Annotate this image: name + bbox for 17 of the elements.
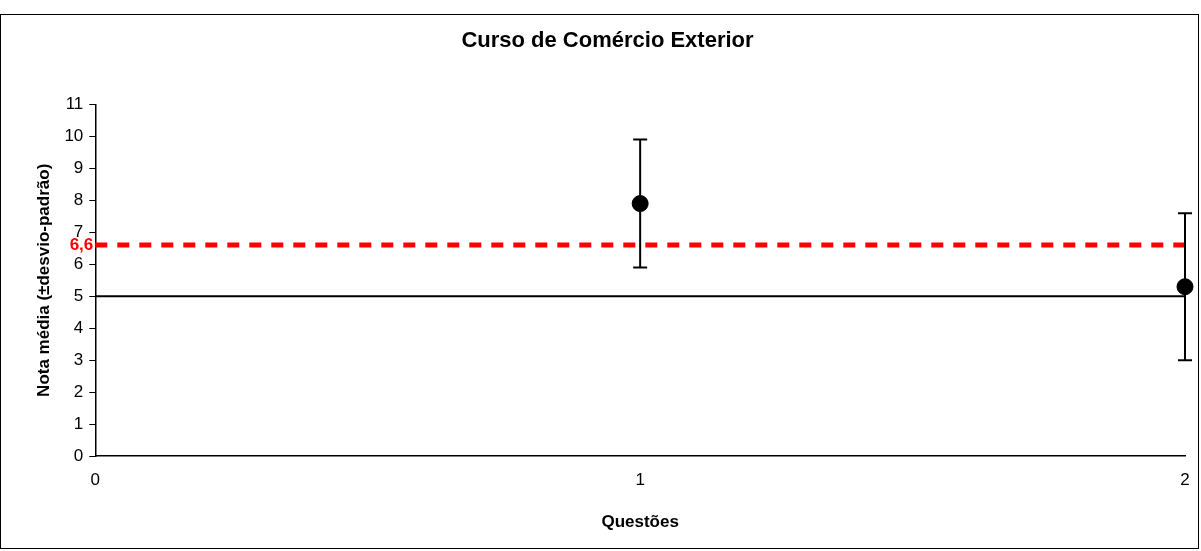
x-axis-title: Questões <box>601 512 679 532</box>
y-tick-label: 2 <box>73 381 84 401</box>
y-tick-label: 11 <box>65 94 84 114</box>
chart-title: Curso de Comércio Exterior <box>461 27 755 53</box>
y-tick-label: 6 <box>73 254 84 273</box>
y-tick-label: 1 <box>73 413 84 433</box>
y-tick-label: 8 <box>73 190 84 210</box>
y-tick-label: 0 <box>73 445 84 465</box>
y-tick-label: 10 <box>64 126 84 146</box>
x-tick-label: 0 <box>90 470 101 490</box>
x-tick-label: 1 <box>635 470 645 490</box>
y-axis-title: Nota média (±desvio-padrão) <box>33 163 53 397</box>
x-tick-label: 2 <box>1180 470 1190 490</box>
y-tick-label: 5 <box>73 285 84 305</box>
y-tick-label: 3 <box>73 349 84 369</box>
y-tick-label: 9 <box>73 158 84 178</box>
y-tick-label: 4 <box>73 317 84 337</box>
